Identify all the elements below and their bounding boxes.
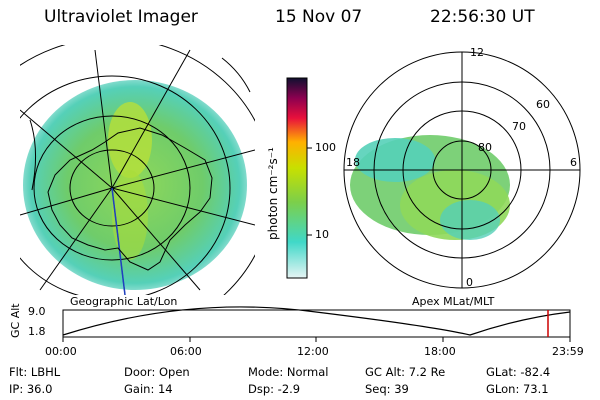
filter-info: Flt: LBHL xyxy=(9,365,61,379)
ip-info: IP: 36.0 xyxy=(9,382,53,396)
altitude-ticks xyxy=(62,337,571,342)
altitude-curve xyxy=(62,306,571,336)
coastline xyxy=(221,57,251,93)
altitude-plot-frame xyxy=(62,309,571,338)
aurora-emission xyxy=(355,138,435,182)
lat-label-70: 70 xyxy=(512,120,526,133)
left-map-caption: Geographic Lat/Lon xyxy=(70,295,178,308)
latitude-circle xyxy=(33,115,191,261)
latitude-circle xyxy=(20,75,231,295)
dsp-info: Dsp: -2.9 xyxy=(248,382,301,396)
glon-info: GLon: 73.1 xyxy=(486,382,549,396)
header-time: 22:56:30 UT xyxy=(430,7,535,27)
aurora-emission xyxy=(440,200,500,240)
right-map-caption: Apex MLat/MLT xyxy=(412,295,495,308)
coastline xyxy=(29,119,37,191)
altitude-ytick: 9.0 xyxy=(28,305,46,318)
mlt-label-dusk: 18 xyxy=(346,156,360,169)
colorbar-unit-label: photon cm⁻²s⁻¹ xyxy=(266,147,280,240)
polar-grid xyxy=(343,51,581,289)
colorbar-tick-label: 100 xyxy=(315,141,336,154)
coastline xyxy=(47,127,213,271)
altitude-ytick: 1.8 xyxy=(28,325,46,338)
lat-label-60: 60 xyxy=(536,98,550,111)
altitude-xtick: 06:00 xyxy=(170,345,202,358)
mode-info: Mode: Normal xyxy=(248,365,329,379)
gain-info: Gain: 14 xyxy=(124,382,173,396)
mlt-label-dawn: 6 xyxy=(570,156,577,169)
altitude-ylabel: GC Alt xyxy=(9,303,22,338)
mlt-label-midnight: 0 xyxy=(466,276,473,289)
latitude-circle xyxy=(69,149,155,227)
header-date: 15 Nov 07 xyxy=(275,7,363,27)
door-info: Door: Open xyxy=(124,365,190,379)
colorbar-tick-label: 10 xyxy=(315,228,329,241)
altitude-xtick: 12:00 xyxy=(297,345,329,358)
gc-alt-info: GC Alt: 7.2 Re xyxy=(365,365,446,379)
instrument-title: Ultraviolet Imager xyxy=(44,7,198,27)
aurora-arc xyxy=(112,170,148,260)
mlt-label-noon: 12 xyxy=(470,46,484,59)
altitude-xtick: 23:59 xyxy=(552,345,584,358)
altitude-xtick: 00:00 xyxy=(45,345,77,358)
colorbar xyxy=(286,77,308,279)
altitude-xtick: 18:00 xyxy=(424,345,456,358)
seq-info: Seq: 39 xyxy=(365,382,409,396)
lat-label-80: 80 xyxy=(478,141,492,154)
terminator-line xyxy=(111,187,126,295)
aurora-arc xyxy=(108,102,152,178)
glat-info: GLat: -82.4 xyxy=(486,365,551,379)
